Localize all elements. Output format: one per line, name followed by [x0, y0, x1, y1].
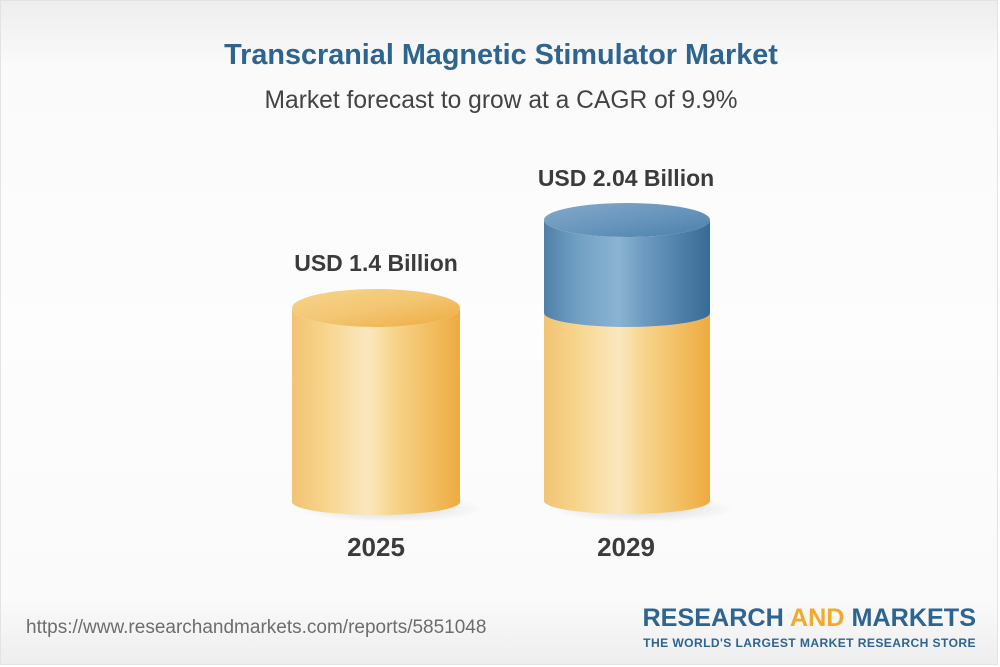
svg-text:RESEARCH AND MARKETS: RESEARCH AND MARKETS [642, 604, 976, 632]
svg-text:THE WORLD'S LARGEST MARKET RES: THE WORLD'S LARGEST MARKET RESEARCH STOR… [643, 636, 976, 650]
